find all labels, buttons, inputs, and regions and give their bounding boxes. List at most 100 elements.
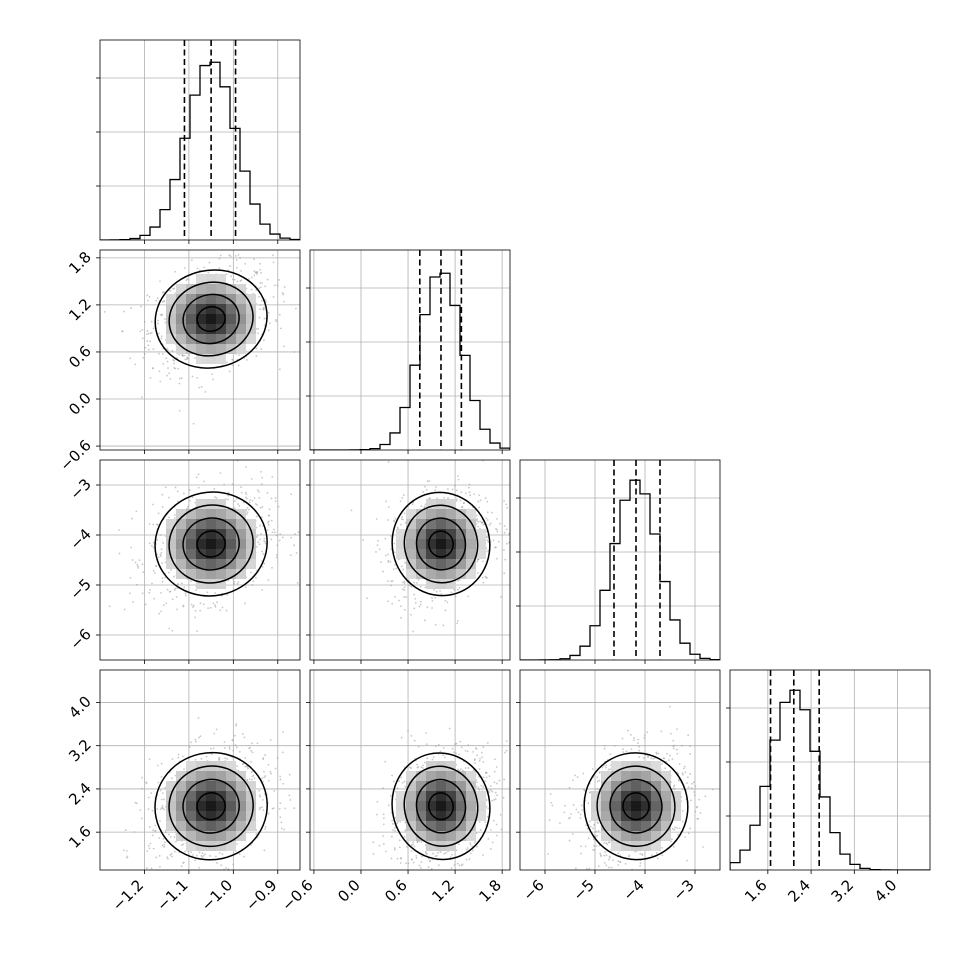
sample-point [414, 597, 417, 600]
sample-point [488, 524, 491, 526]
sample-point [400, 565, 403, 568]
sample-point [293, 544, 295, 547]
density-cell [186, 781, 197, 792]
density-cell [425, 559, 436, 569]
sample-point [159, 380, 162, 383]
sample-point [162, 837, 165, 840]
sample-point [272, 807, 275, 810]
sample-point [415, 856, 418, 859]
sample-point [473, 493, 476, 496]
density-cell [236, 569, 247, 579]
density-cell [216, 519, 227, 529]
sample-point [192, 604, 195, 607]
sample-point [341, 801, 343, 803]
sample-point [412, 843, 414, 846]
density-cell [425, 781, 436, 792]
density-cell [216, 781, 227, 792]
sample-point [387, 553, 389, 556]
density-cell [445, 499, 456, 509]
density-cell [455, 509, 466, 519]
contour-2 [182, 778, 240, 834]
sample-point [211, 373, 213, 376]
density-cell [216, 344, 227, 355]
sample-point [244, 756, 247, 759]
sample-point [155, 856, 158, 859]
sample-point [488, 775, 491, 778]
sample-point [229, 255, 232, 258]
density-cell [425, 529, 436, 539]
sample-point [176, 583, 179, 586]
sample-point [476, 845, 479, 848]
plot-area [100, 250, 300, 450]
sample-point [264, 828, 266, 830]
sample-point [233, 278, 236, 281]
sample-point [237, 253, 240, 256]
sample-point [237, 364, 240, 367]
sample-point [414, 602, 417, 604]
density-cell [425, 549, 436, 559]
sample-point [173, 362, 175, 365]
sample-point [250, 760, 253, 763]
sample-point [420, 840, 423, 843]
sample-point [399, 857, 402, 859]
sample-point [220, 864, 223, 867]
sample-point [253, 270, 256, 273]
sample-point [479, 757, 481, 760]
sample-point [184, 592, 187, 595]
density-cell [176, 811, 187, 822]
sample-point [396, 857, 399, 860]
density-cell [425, 801, 436, 812]
sample-point [240, 486, 243, 489]
density-cell [455, 549, 466, 559]
sample-point [472, 849, 474, 852]
density-cell [186, 771, 197, 782]
sample-point [150, 544, 153, 547]
sample-point [494, 546, 497, 549]
sample-point [416, 581, 418, 584]
density-cell [186, 791, 197, 802]
sample-point [165, 602, 168, 605]
sample-point [152, 546, 155, 549]
sample-point [144, 346, 147, 349]
sample-point [251, 751, 254, 754]
sample-point [267, 812, 270, 815]
sample-point [407, 730, 409, 732]
sample-point [148, 844, 150, 847]
sample-point [254, 576, 257, 579]
sample-point [270, 772, 272, 775]
sample-point [400, 605, 402, 608]
sample-point [458, 843, 460, 846]
sample-point [458, 753, 460, 756]
density-cell [206, 569, 217, 579]
plot-area [520, 460, 720, 660]
sample-point [282, 345, 285, 348]
density-cell [226, 324, 237, 335]
sample-point [455, 752, 457, 755]
sample-point [200, 854, 203, 857]
sample-point [413, 739, 416, 742]
sample-point [192, 422, 195, 425]
sample-point [264, 541, 267, 543]
density-cell [246, 781, 257, 792]
sample-point [248, 278, 250, 280]
sample-point [216, 862, 218, 864]
sample-point [290, 536, 293, 539]
sample-point [429, 872, 431, 874]
sample-point [160, 610, 162, 613]
sample-point [495, 528, 497, 530]
sample-point [218, 758, 221, 761]
density-cell [236, 791, 247, 802]
sample-point [443, 756, 446, 759]
sample-point [141, 776, 143, 779]
sample-point [267, 329, 270, 332]
sample-point [381, 570, 384, 573]
sample-point [203, 480, 205, 483]
sample-point [159, 553, 162, 556]
density-cell [435, 801, 446, 812]
sample-point [158, 854, 161, 857]
sample-point [446, 601, 449, 604]
sample-point [184, 594, 187, 597]
sample-point [199, 609, 202, 612]
sample-point [258, 497, 261, 499]
scatter-panel-3-1: −0.6 0.0 0.6 1.2 1.8 [278, 669, 511, 915]
